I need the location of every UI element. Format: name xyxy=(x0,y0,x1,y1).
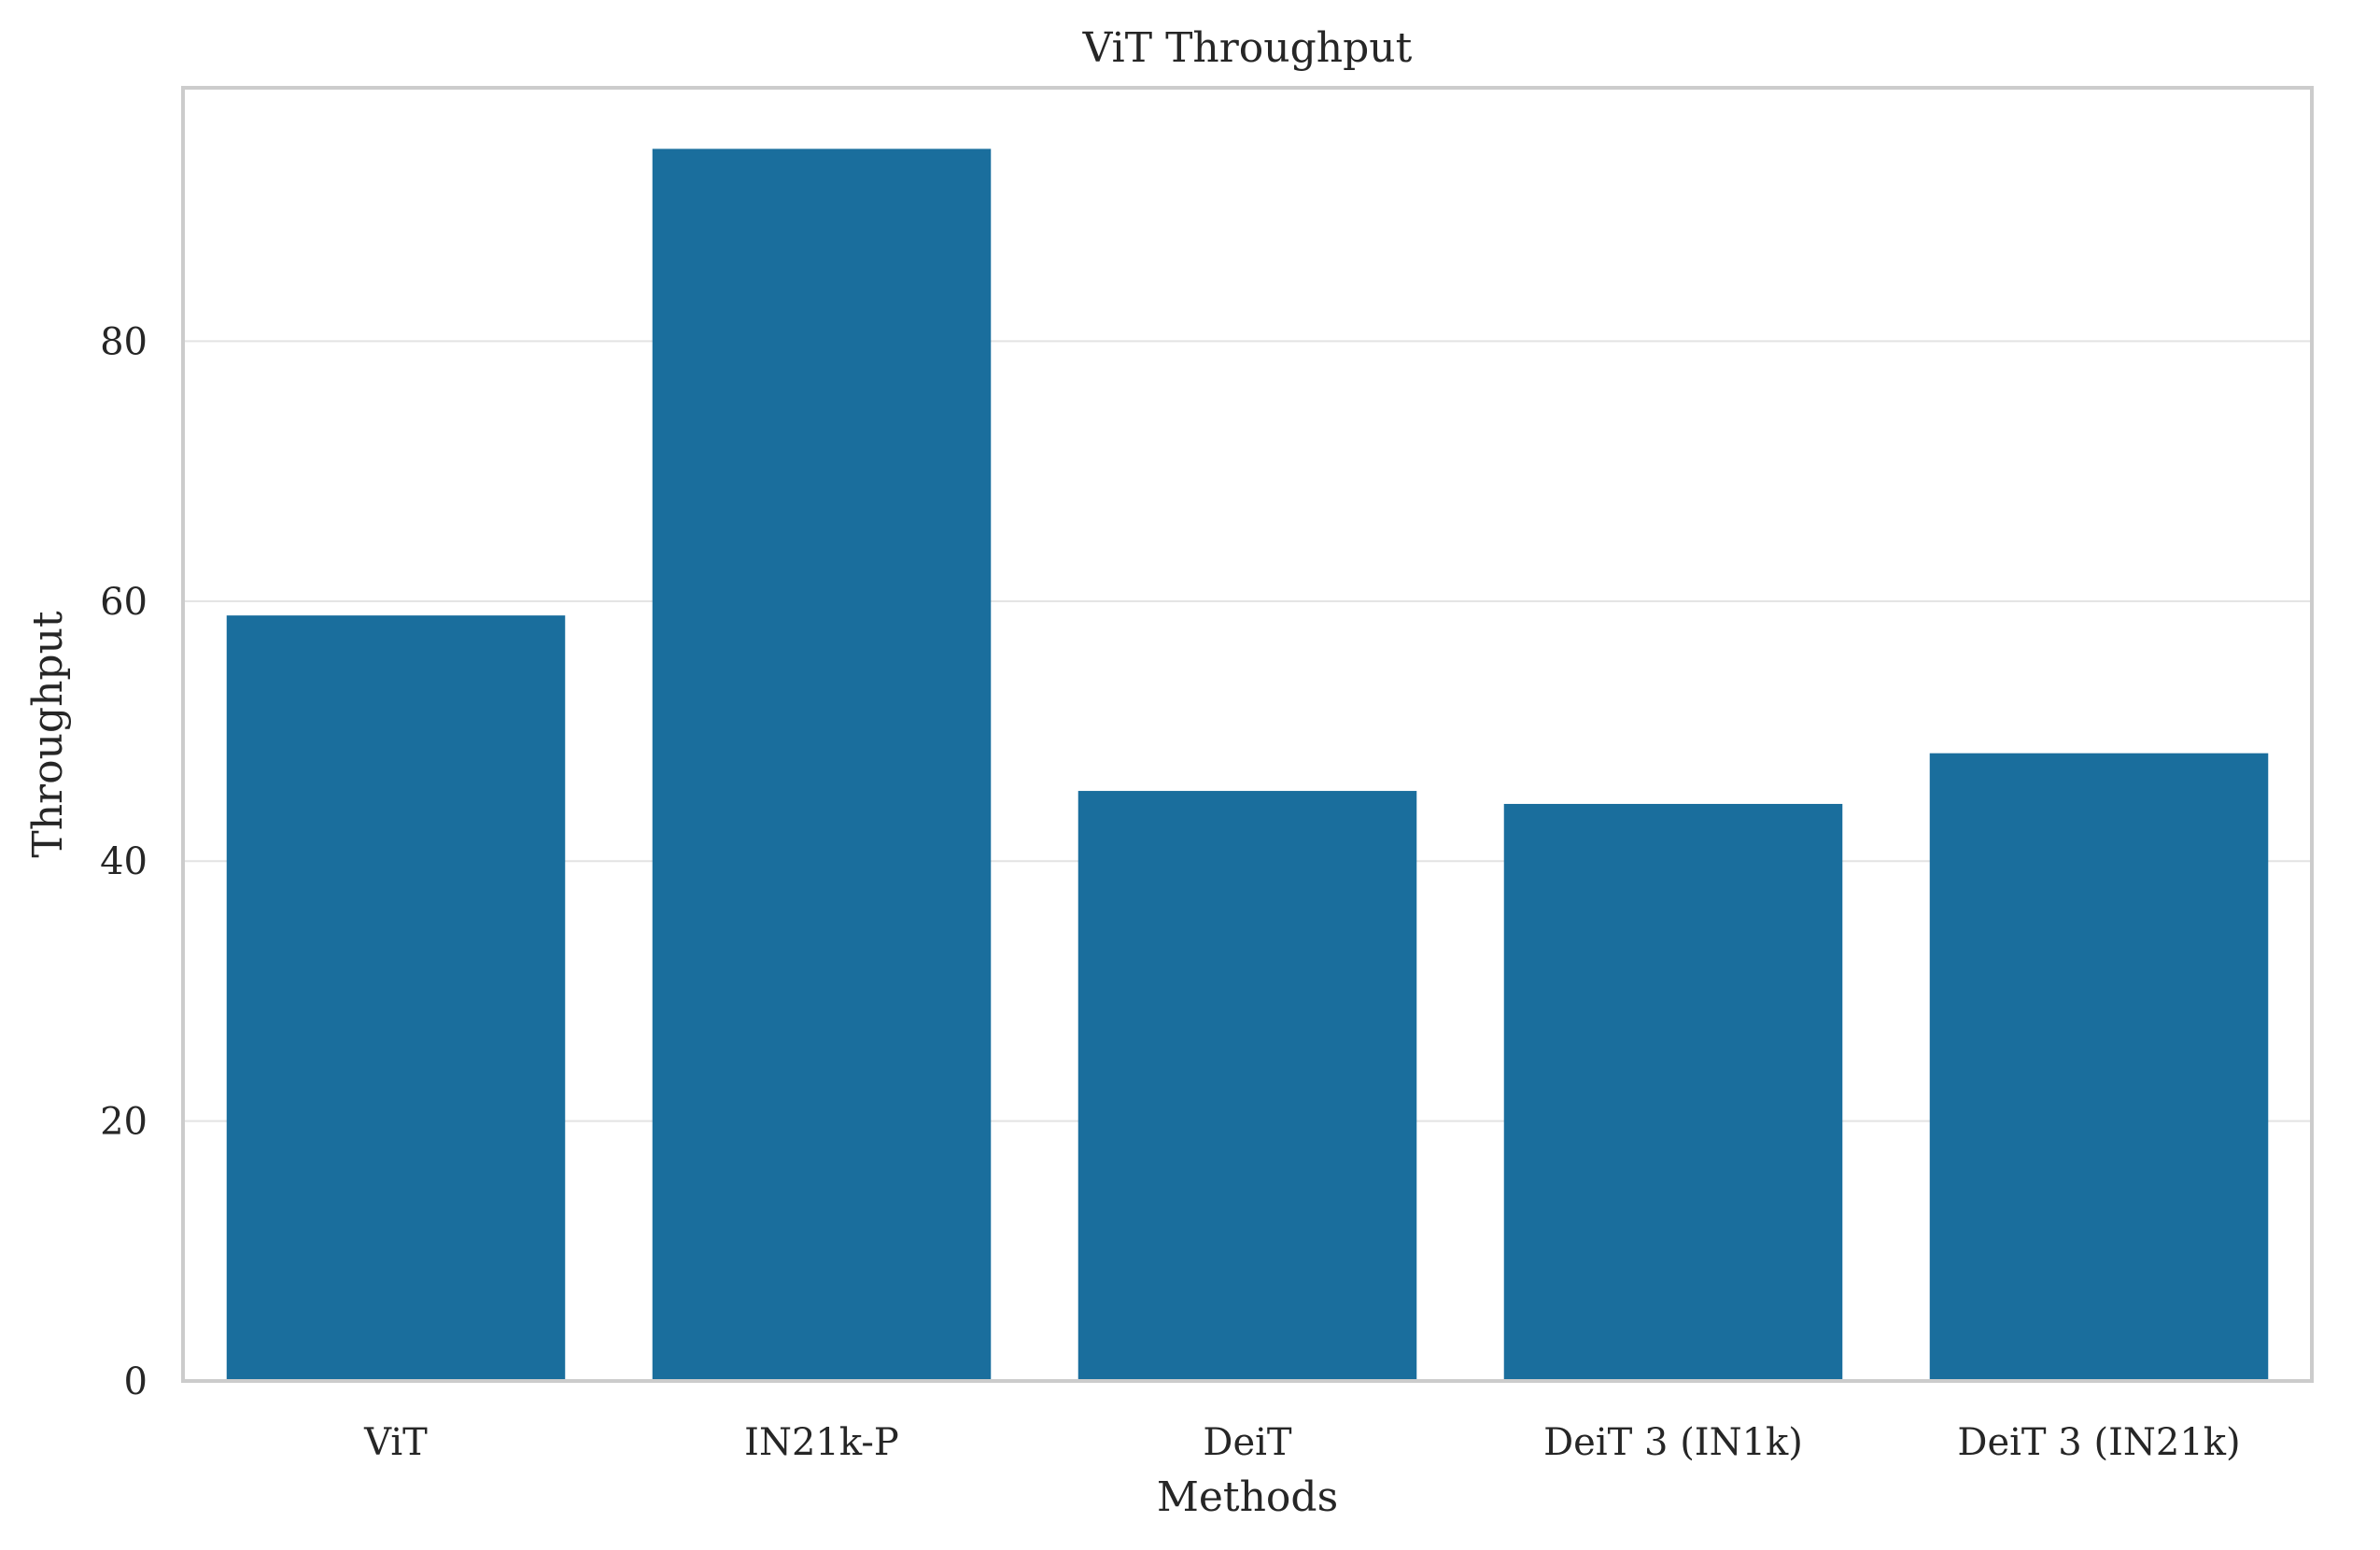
x-tick-label: DeiT xyxy=(1203,1421,1292,1464)
bar-0 xyxy=(226,615,566,1381)
x-tick-label: DeiT 3 (IN21k) xyxy=(1957,1421,2240,1464)
bars xyxy=(226,148,2269,1381)
y-tick-label: 80 xyxy=(100,320,148,363)
x-tick-label: DeiT 3 (IN1k) xyxy=(1543,1421,1803,1464)
x-tick-label: ViT xyxy=(363,1421,428,1464)
x-tick-label: IN21k-P xyxy=(744,1421,899,1464)
plot-frame xyxy=(181,86,2314,1383)
y-tick-label: 40 xyxy=(100,840,148,883)
y-tick-label: 0 xyxy=(124,1360,148,1403)
x-axis-label: Methods xyxy=(1157,1473,1338,1521)
bar-2 xyxy=(1077,791,1417,1381)
bar-4 xyxy=(1929,753,2269,1381)
y-tick-label: 60 xyxy=(100,581,148,624)
chart-title: ViT Throughput xyxy=(1082,24,1413,72)
y-axis-label: Throughput xyxy=(24,611,72,858)
y-tick-label: 20 xyxy=(100,1101,148,1144)
x-axis-ticks: ViT IN21k-P DeiT DeiT 3 (IN1k) DeiT 3 (IN21k… xyxy=(363,1421,2240,1464)
y-axis-ticks: 0 20 40 60 80 xyxy=(100,320,148,1403)
bar-3 xyxy=(1503,803,1843,1381)
bar-1 xyxy=(652,148,992,1381)
